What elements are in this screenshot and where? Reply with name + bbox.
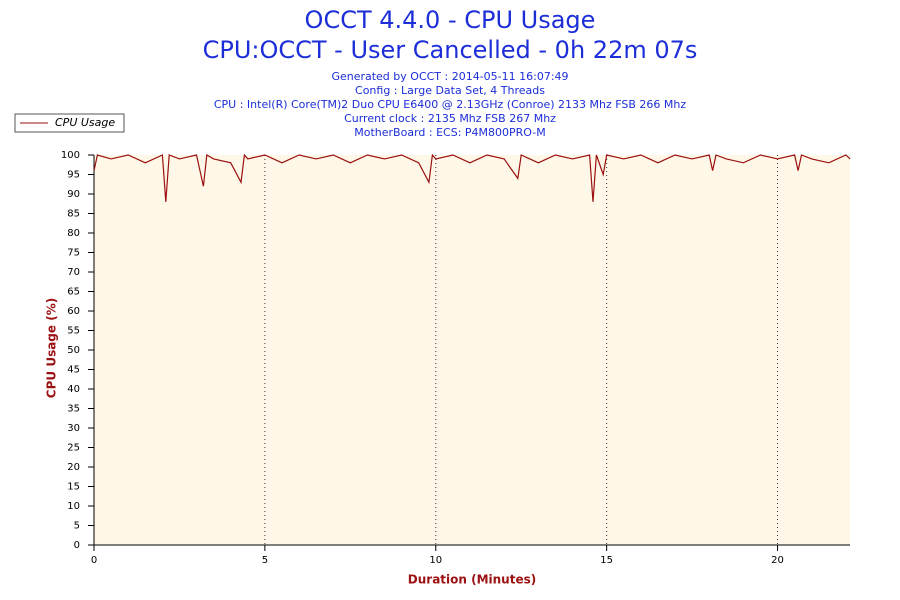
y-tick-label: 25 <box>67 443 80 454</box>
y-tick-label: 15 <box>67 482 80 493</box>
x-tick-label: 5 <box>262 555 268 566</box>
y-tick-label: 70 <box>67 267 80 278</box>
x-tick-label: 10 <box>429 555 442 566</box>
info-line: MotherBoard : ECS: P4M800PRO-M <box>354 126 545 139</box>
y-axis-title: CPU Usage (%) <box>45 298 59 398</box>
y-tick-label: 20 <box>67 462 80 473</box>
y-tick-label: 55 <box>67 326 80 337</box>
info-line: Config : Large Data Set, 4 Threads <box>355 84 545 97</box>
plot-area <box>94 155 850 545</box>
y-tick-label: 80 <box>67 228 80 239</box>
y-tick-label: 100 <box>61 150 80 161</box>
y-tick-label: 65 <box>67 287 80 298</box>
y-tick-label: 5 <box>74 521 80 532</box>
y-tick-label: 85 <box>67 209 80 220</box>
y-tick-label: 30 <box>67 423 80 434</box>
chart-title: OCCT 4.4.0 - CPU Usage <box>305 6 596 34</box>
series-line <box>93 153 851 202</box>
legend-box <box>14 113 125 133</box>
x-tick-label: 20 <box>771 555 784 566</box>
x-axis-title: Duration (Minutes) <box>408 573 536 587</box>
y-tick-label: 95 <box>67 170 80 181</box>
info-line: CPU : Intel(R) Core(TM)2 Duo CPU E6400 @… <box>214 98 686 111</box>
info-line: Generated by OCCT : 2014-05-11 16:07:49 <box>331 70 568 83</box>
y-tick-label: 60 <box>67 306 80 317</box>
y-tick-label: 90 <box>67 189 80 200</box>
legend-label: CPU Usage <box>55 116 115 129</box>
info-line: Current clock : 2135 Mhz FSB 267 Mhz <box>344 112 556 125</box>
y-tick-label: 0 <box>74 540 80 551</box>
x-tick-label: 0 <box>91 555 97 566</box>
chart-subtitle: CPU:OCCT - User Cancelled - 0h 22m 07s <box>203 36 698 64</box>
y-tick-label: 35 <box>67 404 80 415</box>
y-tick-label: 45 <box>67 365 80 376</box>
y-tick-label: 50 <box>67 345 80 356</box>
y-tick-label: 40 <box>67 384 80 395</box>
x-tick-label: 15 <box>600 555 613 566</box>
y-tick-label: 10 <box>67 501 80 512</box>
y-tick-label: 75 <box>67 248 80 259</box>
